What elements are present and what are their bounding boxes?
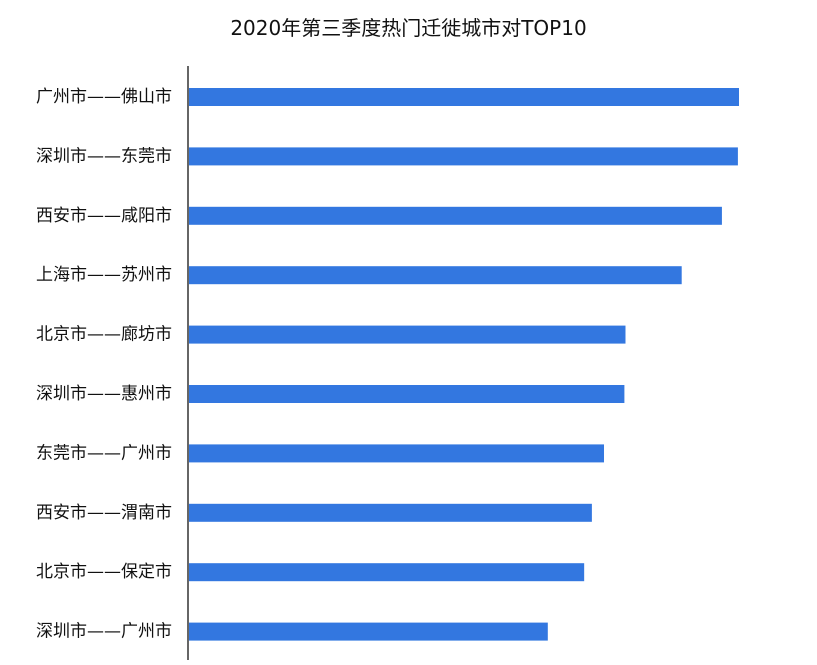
bar	[189, 266, 682, 285]
category-label: 深圳市——惠州市	[36, 384, 172, 404]
bar	[189, 622, 548, 641]
category-label: 西安市——咸阳市	[36, 206, 172, 226]
category-label: 西安市——渭南市	[36, 503, 172, 523]
category-label: 北京市——保定市	[36, 562, 172, 582]
category-label: 深圳市——东莞市	[36, 146, 172, 166]
category-label: 广州市——佛山市	[36, 87, 172, 107]
bar	[189, 206, 722, 225]
bar	[189, 88, 739, 106]
category-labels: 广州市——佛山市深圳市——东莞市西安市——咸阳市上海市——苏州市北京市——廊坊市…	[36, 87, 172, 642]
category-label: 深圳市——广州市	[36, 622, 172, 642]
chart-title: 2020年第三季度热门迁徙城市对TOP10	[230, 16, 587, 40]
category-label: 北京市——廊坊市	[36, 325, 172, 345]
bar	[189, 325, 626, 344]
category-label: 上海市——苏州市	[36, 265, 172, 285]
category-label: 东莞市——广州市	[36, 443, 172, 463]
bar	[189, 147, 738, 166]
bar	[189, 563, 585, 582]
bar	[189, 444, 605, 463]
bar	[189, 503, 592, 522]
bar	[189, 385, 625, 403]
bars-group	[189, 88, 739, 641]
